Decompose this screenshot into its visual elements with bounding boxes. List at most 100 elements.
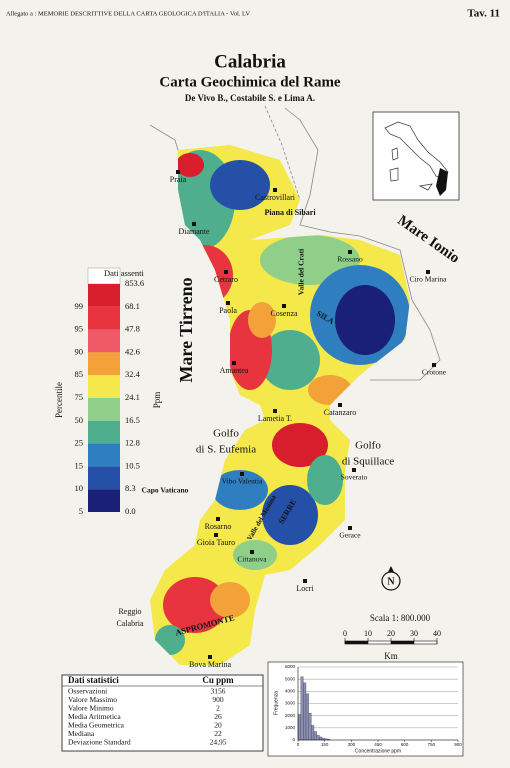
stats-label: Valore Minimo (68, 704, 114, 713)
place-label: Piana di Sibari (264, 208, 316, 217)
stats-label: Osservazioni (68, 687, 107, 696)
header-right: Tav. 11 (467, 8, 500, 20)
legend-ppm: 16.5 (125, 415, 140, 425)
stats-label: Mediana (68, 729, 95, 738)
legend-percentile: 50 (75, 415, 84, 425)
place-label: Gioia Tauro (197, 538, 235, 547)
place-label: Paola (219, 306, 237, 315)
legend-ppm: 68.1 (125, 301, 140, 311)
x-tick-label: 750 (428, 742, 436, 747)
legend-percentile: 85 (75, 369, 84, 379)
scale-tick-label: 40 (433, 629, 441, 638)
legend-percentile: 15 (75, 460, 84, 470)
legend-percentile-title: Percentile (54, 382, 64, 418)
place-label: Golfo (213, 428, 239, 440)
legend-ppm: 12.8 (125, 438, 140, 448)
town-marker (426, 270, 430, 274)
town-marker (224, 270, 228, 274)
x-tick-label: 450 (374, 742, 382, 747)
legend-swatch (88, 443, 120, 467)
place-label: Reggio (118, 607, 141, 616)
x-tick-label: 300 (348, 742, 356, 747)
town-marker (338, 403, 342, 407)
place-label: Rossano (337, 255, 363, 264)
stats-header: Cu ppm (202, 675, 234, 685)
legend-ppm: 10.5 (125, 460, 140, 470)
town-marker (192, 222, 196, 226)
legend-swatch (88, 398, 120, 421)
stats-box (61, 674, 264, 752)
town-marker (232, 361, 236, 365)
histogram-frame (267, 661, 464, 757)
place-label: Castrovillari (255, 193, 296, 202)
stats-label: Valore Massimo (68, 695, 117, 704)
histogram-bar (300, 676, 304, 741)
legend-ppm-title: Ppm (152, 392, 162, 409)
town-marker (273, 409, 277, 413)
town-marker (282, 304, 286, 308)
legend-percentile: 95 (75, 324, 84, 334)
stats-value: 2 (216, 704, 220, 713)
histogram-bar (316, 734, 320, 741)
scale-unit: Km (384, 651, 398, 661)
y-axis-label: Frequenza (273, 691, 279, 715)
scale-tick-label: 20 (387, 629, 395, 638)
title: Calabria (214, 51, 286, 72)
place-label: Diamante (178, 227, 210, 236)
histogram-bar (303, 682, 307, 741)
legend-percentile: 25 (75, 438, 84, 448)
legend-percentile: 5 (79, 506, 83, 516)
histogram-bar (319, 736, 323, 741)
legend-swatch (88, 489, 120, 512)
legend-ppm: 42.6 (125, 346, 140, 356)
region-outline (149, 105, 441, 381)
histogram-bar (313, 731, 317, 741)
legend-ppm: 0.0 (125, 506, 136, 516)
stats-label: Deviazione Standard (68, 738, 131, 747)
x-axis-label: Concentrazione ppm (355, 748, 401, 754)
subtitle: Carta Geochimica del Rame (159, 74, 341, 90)
stats-header: Dati statistici (68, 675, 119, 685)
town-marker (432, 363, 436, 367)
place-label: di S. Eufemia (196, 444, 256, 456)
y-tick-label: 4000 (285, 689, 296, 694)
stats-label: Media Aritmetica (68, 712, 121, 721)
legend-percentile: 75 (75, 392, 84, 402)
place-label: Valle del Crati (297, 249, 306, 295)
header-left: Allegato a : MEMORIE DESCRITTIVE DELLA C… (6, 10, 250, 17)
town-marker (352, 468, 356, 472)
legend-percentile: 99 (75, 301, 84, 311)
legend-ppm: 8.3 (125, 483, 136, 493)
x-tick-label: 600 (401, 742, 409, 747)
compass-label: N (387, 576, 395, 587)
y-tick-label: 0 (292, 737, 295, 742)
place-label: Bova Marina (189, 660, 231, 669)
stats-value: 22 (214, 729, 222, 738)
stats-value: 26 (214, 712, 222, 721)
histogram-bar (305, 693, 309, 741)
legend-ppm: 32.4 (125, 369, 141, 379)
legend-ppm: 24.1 (125, 392, 140, 402)
town-marker (226, 301, 230, 305)
x-tick-label: 900 (454, 742, 462, 747)
town-marker (216, 517, 220, 521)
histogram-bar (311, 725, 315, 741)
legend-swatch (88, 375, 120, 398)
x-tick-label: 150 (321, 742, 329, 747)
place-label: Amantea (220, 366, 249, 375)
sea-label: Mare Tirreno (176, 277, 196, 382)
stats-value: 3156 (211, 687, 226, 696)
y-tick-label: 2000 (285, 713, 296, 718)
place-label: Lametia T. (258, 414, 292, 423)
legend-swatch (88, 306, 120, 330)
town-marker (214, 533, 218, 537)
legend-swatch (88, 284, 120, 307)
legend-percentile: 10 (75, 483, 84, 493)
place-label: Cittanova (237, 555, 267, 564)
town-marker (250, 550, 254, 554)
y-tick-label: 1000 (285, 725, 296, 730)
stats-value: 900 (212, 695, 224, 704)
place-label: Golfo (355, 440, 381, 452)
